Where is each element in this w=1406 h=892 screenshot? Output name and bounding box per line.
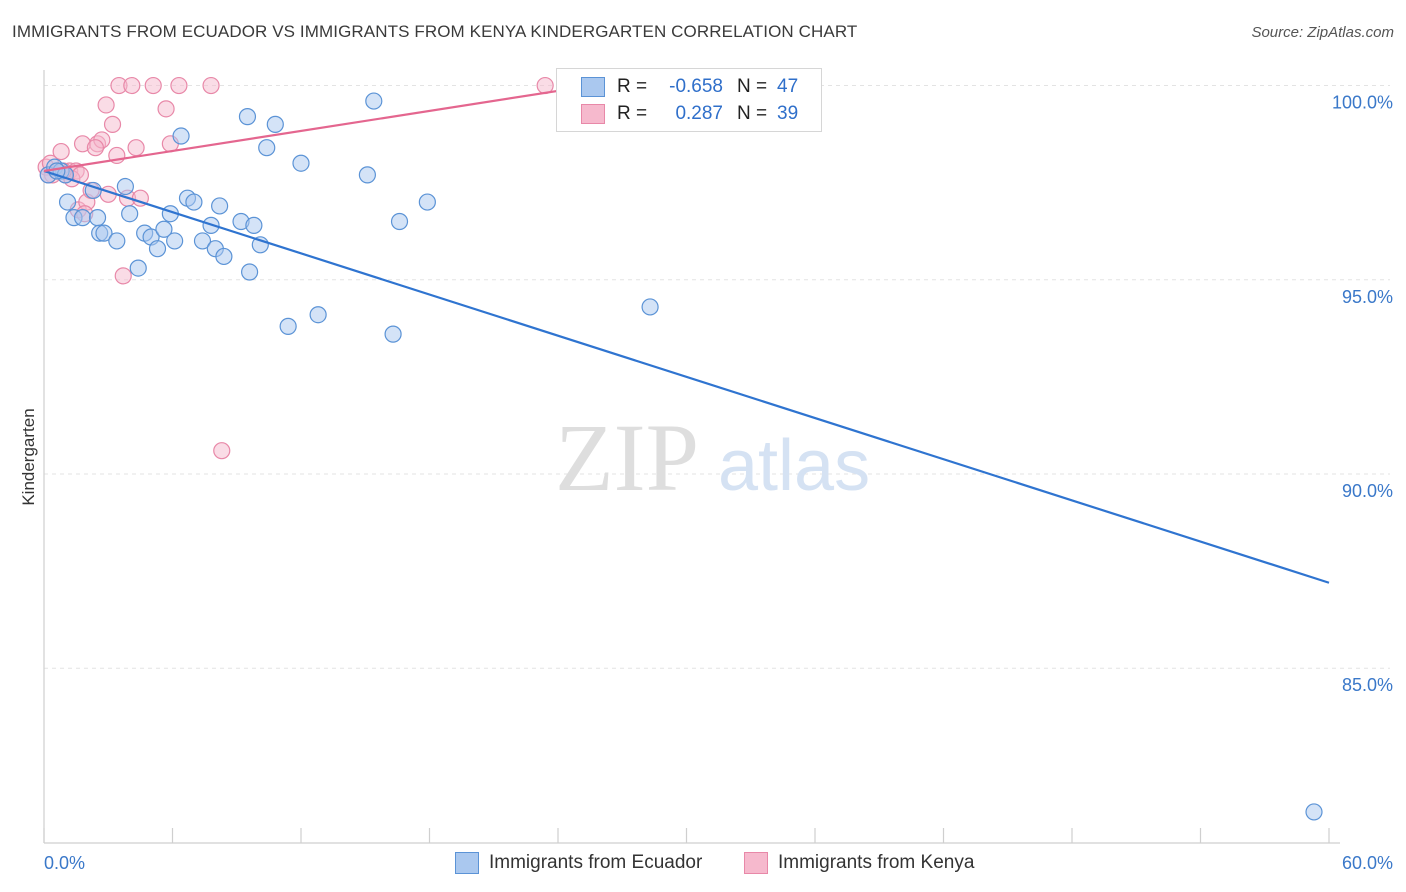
ecuador-point[interactable] [390,212,409,231]
r-value: 0.287 [675,103,723,124]
ecuador-point[interactable] [266,115,284,133]
x-tick-label-min: 0.0% [44,853,85,873]
ecuador-point[interactable] [1305,803,1323,821]
kenya-point[interactable] [123,76,141,95]
ecuador-point[interactable] [193,232,212,250]
ecuador-point[interactable] [148,240,167,258]
ecuador-point[interactable] [129,259,147,277]
kenya-trend-line [43,84,593,173]
n-value: 47 [777,76,799,97]
ecuador-point[interactable] [279,317,297,335]
source-credit: Source: ZipAtlas.com [1251,24,1394,41]
n-label: N = [737,76,768,97]
kenya-swatch [581,104,605,124]
ecuador-point[interactable] [309,306,327,324]
legend-label-kenya: Immigrants from Kenya [778,852,975,873]
ecuador-point[interactable] [95,224,113,242]
n-value: 39 [777,103,799,124]
ecuador-point[interactable] [108,232,126,250]
ecuador-point[interactable] [155,220,173,238]
y-tick-label: 85.0% [1342,675,1393,695]
kenya-point[interactable] [52,142,70,161]
ecuador-point[interactable] [73,209,92,227]
ecuador-swatch [455,852,479,874]
ecuador-point[interactable] [172,127,190,145]
y-tick-label: 95.0% [1342,287,1393,307]
ecuador-point[interactable] [166,232,184,250]
r-label: R = [617,76,648,97]
ecuador-point[interactable] [292,154,310,172]
ecuador-point[interactable] [121,205,139,223]
x-tick-label-max: 60.0% [1342,853,1393,873]
watermark-atlas: atlas [718,426,870,506]
y-tick-labels: 85.0% 90.0% 95.0% 100.0% [1332,93,1393,696]
kenya-point[interactable] [170,76,188,95]
watermark-zip: ZIP [555,404,699,511]
ecuador-point[interactable] [58,193,77,211]
kenya-point[interactable] [213,442,231,460]
ecuador-point[interactable] [418,193,436,211]
series-legend: Immigrants from Ecuador Immigrants from … [0,852,1406,878]
ecuador-point[interactable] [116,177,134,196]
ecuador-point[interactable] [211,197,229,215]
ecuador-series [39,92,1323,821]
legend-row-kenya: R = 0.287 N = 39 [581,102,798,126]
kenya-point[interactable] [114,267,132,285]
kenya-point[interactable] [97,96,115,114]
ecuador-trend-line [43,169,1330,584]
ecuador-point[interactable] [358,166,376,184]
chart-title: IMMIGRANTS FROM ECUADOR VS IMMIGRANTS FR… [12,22,858,41]
y-axis-label: Kindergarten [19,408,38,505]
ecuador-point[interactable] [384,325,402,343]
kenya-point[interactable] [127,139,145,157]
legend-row-ecuador: R = -0.658 N = 47 [581,75,798,99]
ecuador-point[interactable] [215,247,233,266]
legend-item-ecuador[interactable]: Immigrants from Ecuador [455,852,702,874]
kenya-swatch [744,852,768,874]
x-ticks [43,828,1330,843]
r-value: -0.658 [669,76,723,97]
kenya-point[interactable] [144,76,162,95]
axes [43,70,1340,844]
ecuador-swatch [581,77,605,97]
ecuador-point[interactable] [238,108,257,126]
kenya-point[interactable] [157,100,175,118]
kenya-point[interactable] [103,115,122,133]
gridlines [44,85,1390,669]
y-tick-label: 90.0% [1342,481,1393,501]
ecuador-point[interactable] [88,209,107,227]
legend-item-kenya[interactable]: Immigrants from Kenya [744,852,974,874]
kenya-point[interactable] [86,139,105,157]
ecuador-point[interactable] [241,263,259,281]
kenya-point[interactable] [202,76,220,95]
ecuador-point[interactable] [245,216,263,234]
watermark: ZIP atlas [555,404,870,511]
r-label: R = [617,103,648,124]
kenya-series [37,76,599,460]
legend-label-ecuador: Immigrants from Ecuador [489,852,703,873]
ecuador-point[interactable] [258,139,276,157]
correlation-legend: R = -0.658 N = 47 R = 0.287 N = 39 [556,68,822,132]
ecuador-point[interactable] [641,298,659,316]
n-label: N = [737,103,768,124]
y-tick-label: 100.0% [1332,93,1393,113]
ecuador-point[interactable] [185,193,203,211]
ecuador-point[interactable] [365,92,383,110]
